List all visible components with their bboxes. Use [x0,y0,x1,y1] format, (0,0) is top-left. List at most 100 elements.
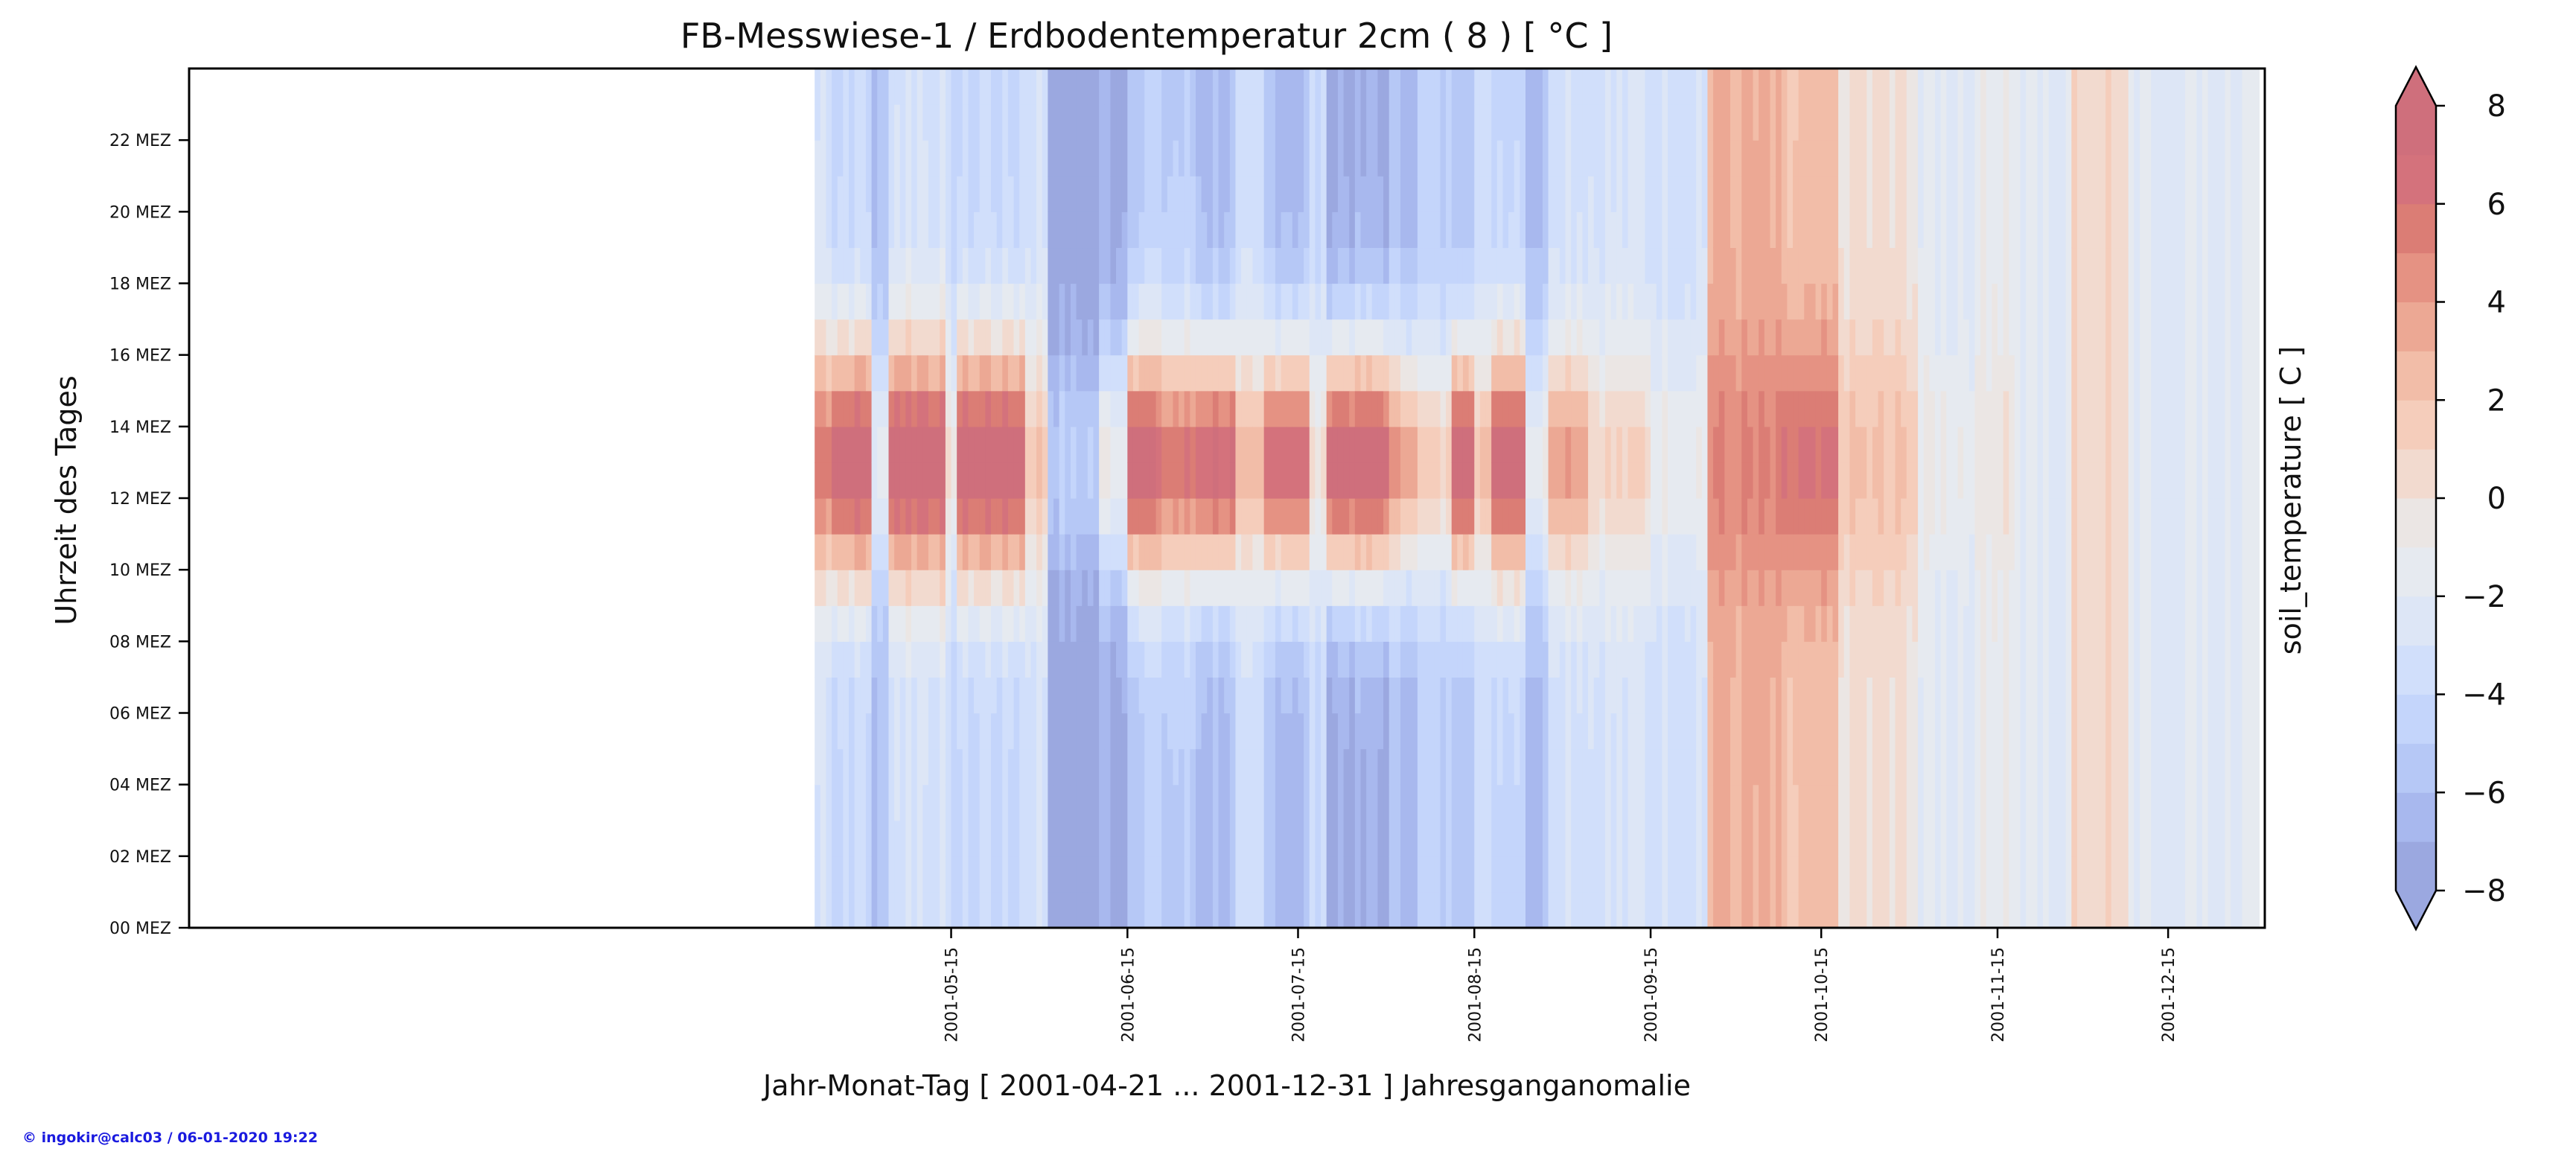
heatmap-cell [1377,891,1384,929]
heatmap-cell [1366,354,1373,392]
heatmap-cell [832,570,838,606]
heatmap-cell [1776,354,1782,392]
heatmap-cell [1263,462,1270,499]
heatmap-cell [951,498,957,535]
heatmap-cell [1815,891,1822,929]
heatmap-cell [1036,140,1043,176]
heatmap-cell [1207,713,1214,750]
heatmap-cell [1173,140,1179,176]
heatmap-cell [1542,570,1549,606]
heatmap-cell [1241,891,1248,929]
heatmap-cell [1843,426,1850,463]
heatmap-cell [1599,748,1606,786]
heatmap-cell [1036,820,1043,857]
heatmap-cell [1190,283,1196,320]
heatmap-cell [1690,69,1697,105]
heatmap-cell [1281,176,1287,212]
heatmap-cell [1901,713,1907,750]
heatmap-cell [1565,713,1572,750]
heatmap-cell [1304,283,1310,320]
heatmap-cell [860,211,867,249]
heatmap-cell [1429,820,1435,857]
heatmap-cell [1843,570,1850,606]
heatmap-cell [1934,820,1942,857]
heatmap-cell [1252,283,1259,320]
heatmap-cell [1287,319,1293,356]
heatmap-cell [1195,283,1202,320]
heatmap-cell [1155,247,1162,284]
heatmap-cell [1207,784,1214,821]
heatmap-cell [1241,283,1248,320]
heatmap-cell [1457,534,1464,570]
heatmap-cell [1116,641,1123,678]
heatmap-cell [1929,605,1936,642]
heatmap-cell [1332,891,1339,929]
heatmap-cell [1889,534,1896,570]
heatmap-cell [1718,891,1725,929]
heatmap-cell [957,713,963,750]
heatmap-cell [951,641,957,678]
heatmap-cell [1838,462,1845,499]
heatmap-cell [1315,176,1322,212]
heatmap-cell [1809,784,1817,821]
heatmap-cell [832,247,838,284]
heatmap-cell [1099,354,1106,392]
heatmap-cell [1167,784,1174,821]
heatmap-cell [1042,140,1048,176]
heatmap-cell [1190,784,1196,821]
heatmap-cell [1604,104,1612,141]
heatmap-cell [1252,677,1259,714]
heatmap-cell [1127,856,1134,893]
heatmap-cell [1729,498,1737,535]
heatmap-cell [843,176,849,212]
heatmap-cell [1406,319,1412,356]
heatmap-cell [1815,140,1822,176]
heatmap-cell [1934,247,1942,284]
heatmap-cell [1423,820,1429,857]
heatmap-cell [940,426,946,463]
heatmap-cell [1155,462,1162,499]
heatmap-cell [951,140,957,176]
heatmap-cell [1753,784,1759,821]
heatmap-cell [1383,713,1390,750]
heatmap-cell [1889,104,1896,141]
heatmap-cell [1036,283,1043,320]
heatmap-cell [1019,69,1026,105]
heatmap-cell [1360,354,1367,392]
heatmap-cell [1963,211,1970,249]
heatmap-cell [1923,104,1930,141]
heatmap-cell [1690,713,1697,750]
heatmap-cell [1468,820,1475,857]
heatmap-cell [1826,426,1834,463]
heatmap-cell [1446,354,1453,392]
heatmap-cell [1980,247,1987,284]
heatmap-cell [1821,641,1828,678]
heatmap-cell [865,247,873,284]
heatmap-cell [1082,784,1088,821]
heatmap-cell [1485,570,1492,606]
heatmap-cell [1548,677,1555,714]
heatmap-cell [1548,140,1555,176]
heatmap-cell [860,176,867,212]
heatmap-cell [1651,498,1657,535]
heatmap-cell [1729,605,1737,642]
heatmap-cell [1525,390,1532,427]
heatmap-cell [1781,677,1788,714]
heatmap-cell [1793,498,1799,535]
heatmap-cell [1030,104,1037,141]
heatmap-cell [1741,247,1748,284]
heatmap-cell [854,498,861,535]
heatmap-cell [1884,641,1890,678]
heatmap-cell [1502,69,1509,105]
heatmap-cell [1895,247,1901,284]
heatmap-cell [1229,534,1237,570]
heatmap-cell [1252,354,1259,392]
heatmap-cell [1616,354,1623,392]
heatmap-cell [945,605,952,642]
heatmap-cell [1070,677,1077,714]
heatmap-cell [1059,891,1065,929]
heatmap-cell [1878,140,1884,176]
heatmap-cell [1651,247,1657,284]
heatmap-cell [814,69,821,105]
heatmap-cell [1281,390,1287,427]
